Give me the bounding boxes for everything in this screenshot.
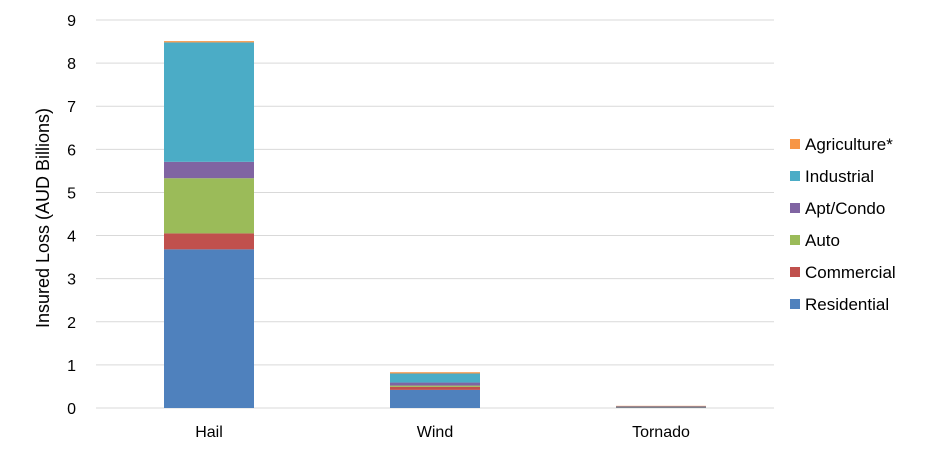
bar-segment — [390, 386, 480, 390]
bar-segment — [164, 41, 254, 43]
legend-label: Apt/Condo — [805, 199, 885, 218]
legend-swatch — [790, 203, 800, 213]
bar-segment — [390, 382, 480, 386]
legend-swatch — [790, 139, 800, 149]
bar-segment — [390, 373, 480, 383]
y-tick-label: 6 — [67, 142, 76, 159]
legend-swatch — [790, 235, 800, 245]
y-tick-label: 3 — [67, 272, 76, 289]
legend-item: Auto — [790, 231, 840, 250]
legend-label: Auto — [805, 231, 840, 250]
bar-segment — [164, 178, 254, 234]
legend-swatch — [790, 267, 800, 277]
bar-segment — [390, 389, 480, 408]
legend-label: Commercial — [805, 263, 896, 282]
y-tick-label: 4 — [67, 229, 76, 246]
y-tick-label: 9 — [67, 13, 76, 30]
legend-item: Commercial — [790, 263, 896, 282]
bar-segment — [390, 385, 480, 387]
legend-item: Apt/Condo — [790, 199, 885, 218]
y-tick-label: 7 — [67, 99, 76, 116]
bars — [164, 41, 706, 408]
bar-segment — [390, 372, 480, 374]
x-tick-labels: Hail Wind Tornado — [195, 424, 690, 441]
bar-segment — [616, 407, 706, 408]
legend-swatch — [790, 171, 800, 181]
legend-item: Industrial — [790, 167, 874, 186]
legend-label: Agriculture* — [805, 135, 893, 154]
x-tick-label: Hail — [195, 424, 223, 441]
legend-swatch — [790, 299, 800, 309]
legend-label: Residential — [805, 295, 889, 314]
x-tick-label: Wind — [417, 424, 453, 441]
bar-segment — [164, 42, 254, 162]
y-tick-label: 5 — [67, 185, 76, 202]
bar-segment — [164, 233, 254, 250]
y-tick-label: 1 — [67, 358, 76, 375]
legend-item: Residential — [790, 295, 889, 314]
legend-label: Industrial — [805, 167, 874, 186]
y-tick-label: 8 — [67, 56, 76, 73]
bar-segment — [616, 405, 706, 407]
legend-item: Agriculture* — [790, 135, 893, 154]
y-tick-label: 0 — [67, 401, 76, 418]
y-tick-label: 2 — [67, 315, 76, 332]
bar-segment — [164, 161, 254, 179]
y-axis-title: Insured Loss (AUD Billions) — [33, 108, 53, 328]
bar-segment — [616, 406, 706, 407]
bar-segment — [164, 249, 254, 408]
legend: Agriculture* Industrial Apt/Condo Auto Comme… — [790, 135, 896, 314]
x-tick-label: Tornado — [632, 424, 690, 441]
y-tick-labels: 0 1 2 3 4 5 6 7 8 9 — [67, 13, 76, 418]
